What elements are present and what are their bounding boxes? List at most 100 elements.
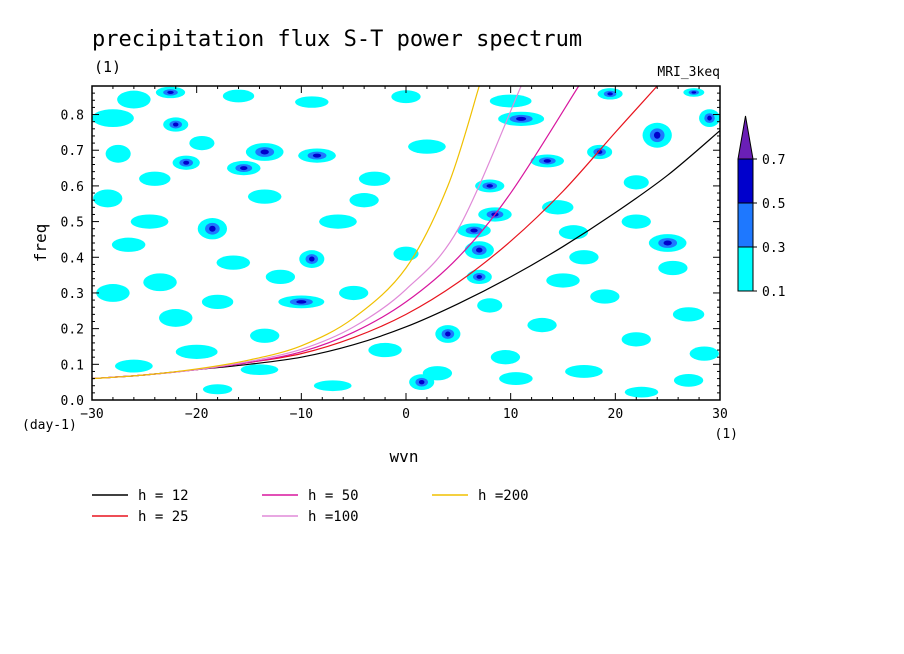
contour-blob [265,269,296,285]
contour-blob [250,328,280,343]
contour-blob [358,171,391,186]
contour-blob [546,273,580,288]
chart-subtitle-left: (1) [94,58,121,76]
x-tick-label: 20 [608,407,624,422]
y-tick-label: 0.1 [61,358,84,373]
y-axis-unit: (day-1) [22,418,77,433]
contour-blob-peak [707,115,712,121]
contour-blob-peak [167,90,174,95]
x-tick-label: −10 [290,407,313,422]
contour-blob [490,350,521,365]
colorbar-segment [737,246,754,292]
x-tick-label: −20 [185,407,208,422]
contour-blob-peak [418,379,425,385]
contour-blob [319,214,357,229]
contour-blob [111,237,146,252]
legend-entry: h =200 [478,488,529,504]
contour-blob [313,380,352,392]
contour-blob [117,90,151,109]
contour-blob [202,384,233,395]
colorbar-label: 0.3 [762,241,785,256]
contour-blob [175,344,218,359]
contour-blob-peak [653,131,661,139]
contour-blob [569,250,599,265]
x-tick-label: 30 [712,407,728,422]
contour-blob [349,193,379,208]
legend: h = 12 h = 25 h = 50 h =100 h =200 [92,488,529,525]
legend-entry: h = 50 [308,488,359,504]
contour-blob [295,96,329,108]
contour-blob [115,359,153,373]
y-tick-label: 0.4 [61,251,85,266]
contour-blob [558,225,589,240]
contour-blob [143,273,177,292]
contour-blob [621,332,651,347]
legend-entry: h =100 [308,509,359,525]
contour-blob-peak [183,160,190,165]
contour-blob [565,365,603,378]
contour-blob-peak [691,91,697,94]
contour-blob [391,90,421,104]
contour-blob [393,246,419,261]
x-axis-unit: (1) [715,427,738,442]
x-tick-label: 0 [402,407,410,422]
contour-blob [96,284,130,302]
contour-blob [139,171,171,186]
colorbar-triangle [737,115,754,160]
y-tick-label: 0.8 [61,109,84,124]
dispersion-curves [92,86,720,380]
contour-blob [216,255,251,270]
colorbar: 0.1 0.3 0.5 0.7 [737,115,785,300]
contour-blob [689,346,719,361]
colorbar-label: 0.5 [762,197,785,212]
x-axis-ticks: −30 −20 −10 0 10 20 30 [80,86,728,422]
y-axis-label: freq [31,224,50,263]
contour-blob [658,260,688,276]
contour-blob-peak [312,153,322,158]
contour-blob-peak [445,331,451,337]
contour-blob [339,285,369,301]
contour-blob [368,342,402,358]
contour-blob [672,307,705,322]
contour-blob [158,309,193,327]
colorbar-label: 0.1 [762,285,785,300]
x-axis-label: wvn [390,447,419,466]
contour-blob-peak [476,247,483,253]
contour-blob [590,289,620,304]
y-axis-ticks: 0.0 0.1 0.2 0.3 0.4 0.5 0.6 0.7 0.8 [61,92,720,409]
contour-blob-peak [240,166,248,171]
contour-blob-peak [470,228,478,233]
contour-blob-peak [663,240,672,246]
contour-blob [499,372,533,386]
contour-blob-peak [543,159,551,163]
contour-blob [527,317,557,333]
contour-blob [623,175,649,190]
contour-blob [105,144,131,163]
contour-blob [247,189,282,204]
contour-blob [130,214,169,229]
contour-blob [189,135,215,151]
contour-blob [93,189,123,208]
legend-entry: h = 12 [138,488,189,504]
contour-blob-peak [486,184,493,188]
series-line-5 [92,86,480,380]
contour-blob-peak [260,149,269,155]
x-tick-label: 10 [503,407,519,422]
contour-blob [673,373,704,387]
contour-blob [477,298,503,313]
chart-subtitle-right: MRI_3keq [657,65,720,80]
colorbar-segment [737,202,754,248]
y-tick-label: 0.6 [61,180,84,195]
y-tick-label: 0.3 [61,287,84,302]
y-tick-label: 0.2 [61,323,84,338]
contour-blob [489,94,532,108]
legend-entry: h = 25 [138,509,189,525]
contour-blob [222,89,255,103]
contour-blob-peak [607,92,613,96]
contour-blob-peak [209,225,216,232]
contour-blob [408,139,446,154]
contour-blob [201,294,234,310]
contour-blob [621,214,651,229]
y-tick-label: 0.7 [61,144,84,159]
y-tick-label: 0.5 [61,216,84,231]
